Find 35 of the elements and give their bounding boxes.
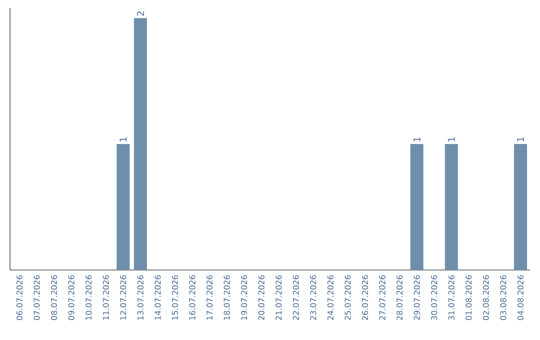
x-tick-label: 20.07.2026 [258, 275, 264, 320]
x-tick-label: 24.07.2026 [327, 275, 334, 320]
x-tick-label: 19.07.2026 [241, 275, 248, 320]
data-label: 1 [517, 137, 524, 142]
data-label: 2 [136, 11, 144, 16]
data-label: 1 [413, 137, 420, 142]
x-tick-label: 30.07.2026 [431, 275, 438, 320]
x-tick-label: 12.07.2026 [120, 275, 126, 320]
x-tick-label: 14.07.2026 [154, 275, 161, 320]
x-tick-label: 22.07.2026 [292, 275, 299, 320]
x-tick-label: 26.07.2026 [362, 275, 368, 320]
x-tick-label: 29.07.2026 [414, 275, 420, 320]
x-tick-label: 01.08.2026 [466, 275, 472, 320]
x-tick-label: 09.07.2026 [68, 275, 74, 320]
x-tick-label: 07.07.2026 [34, 275, 40, 320]
x-tick-label: 02.08.2026 [482, 275, 489, 320]
x-tick-label: 16.07.2026 [189, 275, 196, 320]
data-label: 1 [120, 137, 127, 142]
x-tick-label: 28.07.2026 [396, 275, 403, 320]
x-tick-label: 11.07.2026 [102, 275, 109, 320]
x-tick-label: 06.07.2026 [16, 275, 23, 320]
x-tick-label: 03.08.2026 [500, 275, 506, 320]
x-tick-label: 04.08.2026 [517, 275, 524, 320]
x-tick-label: 10.07.2026 [86, 275, 92, 320]
x-tick-label: 23.07.2026 [310, 275, 316, 320]
x-tick-label: 08.07.2026 [51, 275, 58, 320]
x-tick-label: 13.07.2026 [137, 275, 144, 320]
data-label: 1 [448, 137, 455, 142]
x-tick-label: 31.07.2026 [448, 275, 454, 320]
x-tick-label: 18.07.2026 [224, 275, 230, 320]
x-tick-label: 17.07.2026 [206, 275, 213, 320]
x-tick-label: 25.07.2026 [344, 275, 351, 320]
x-tick-label: 15.07.2026 [172, 275, 178, 320]
x-tick-label: 21.07.2026 [276, 275, 282, 320]
x-tick-label: 27.07.2026 [379, 275, 386, 320]
